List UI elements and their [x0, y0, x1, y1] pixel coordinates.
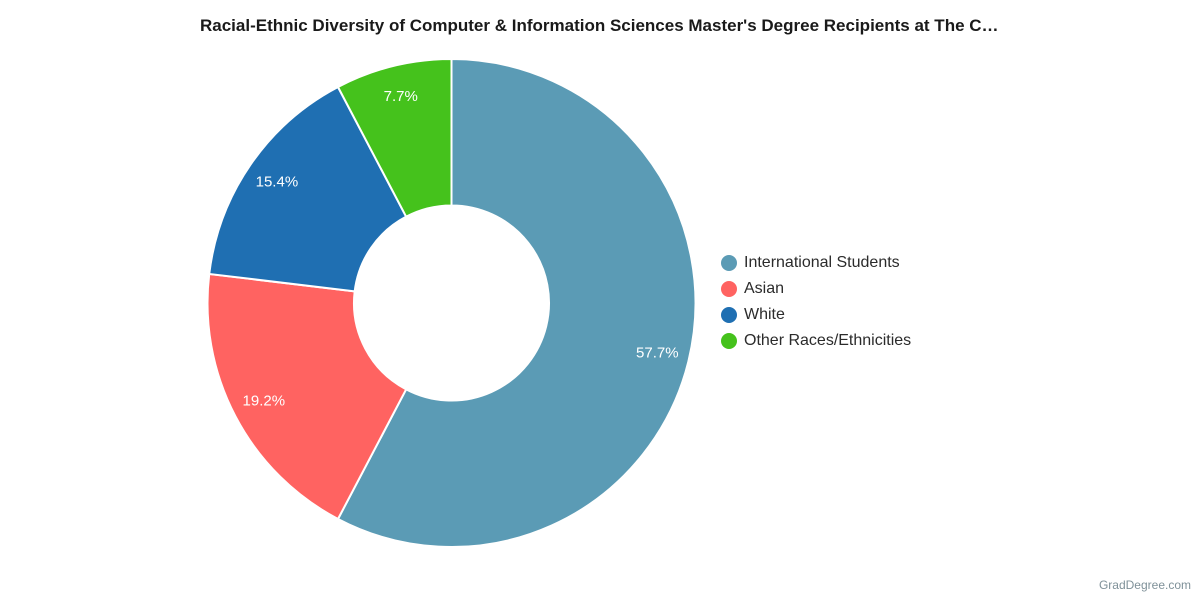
svg-text:57.7%: 57.7%: [636, 345, 679, 362]
svg-text:19.2%: 19.2%: [243, 393, 286, 410]
svg-text:15.4%: 15.4%: [256, 174, 299, 191]
svg-text:7.7%: 7.7%: [384, 88, 418, 105]
